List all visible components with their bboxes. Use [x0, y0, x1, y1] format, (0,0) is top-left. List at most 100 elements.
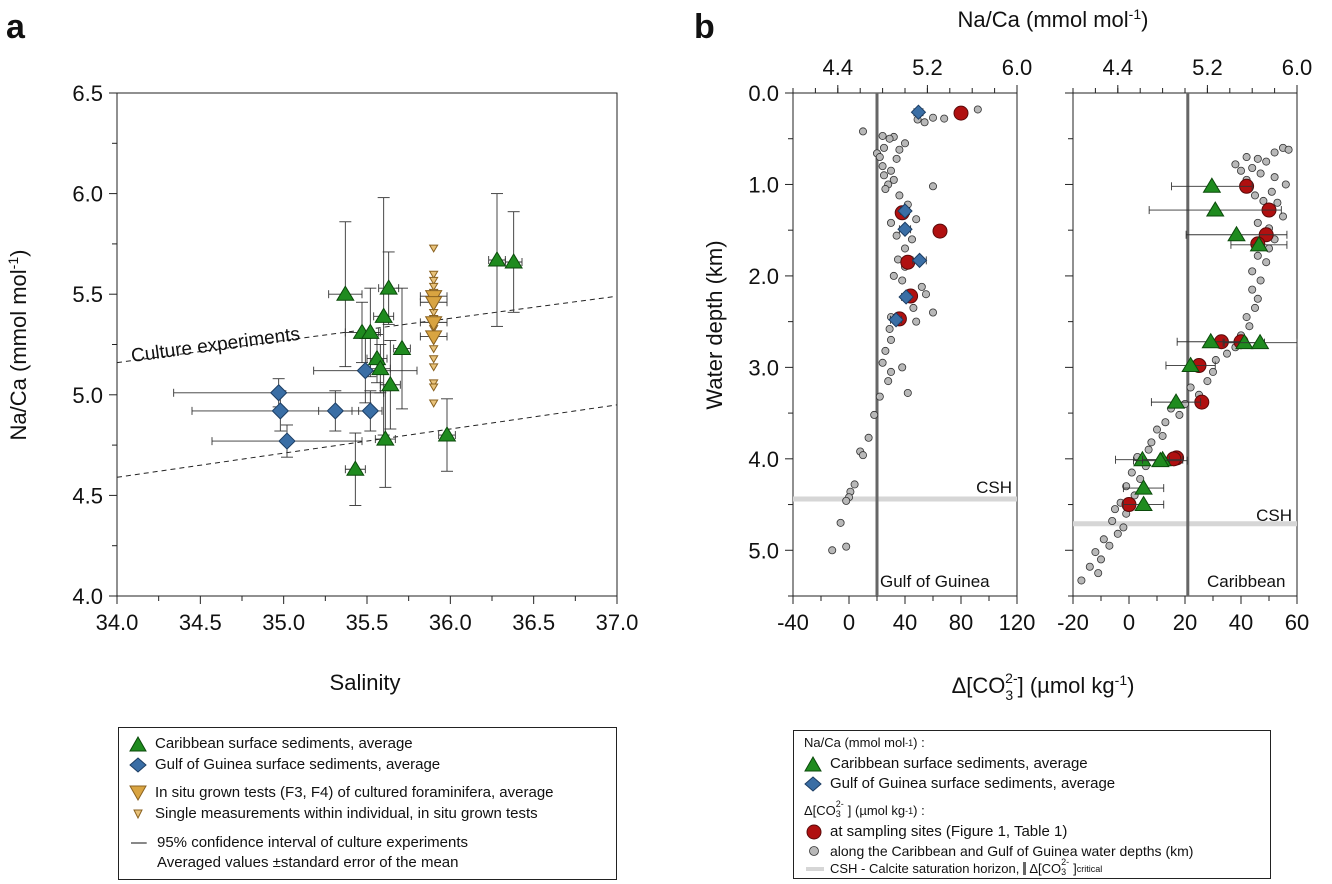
- co3-profile-point: [880, 143, 889, 152]
- y-tick-label: 5.5: [72, 282, 103, 307]
- y-tick-label: 3.0: [748, 355, 779, 380]
- co3-profile-point: [1259, 196, 1268, 205]
- insitu-point: [424, 316, 443, 332]
- co3-profile-point: [1175, 410, 1184, 419]
- guinea-naca-point: [898, 289, 914, 305]
- legend-b-csh: CSH - Calcite saturation horizon, Δ[CO 3 2…: [806, 857, 1102, 877]
- x-bottom-tick-label: 60: [1285, 610, 1309, 635]
- x-tick-label: 36.0: [429, 610, 472, 635]
- y-tick-label: 5.0: [72, 383, 103, 408]
- panel-b-top-label: Na/Ca (mmol mol-1): [958, 6, 1149, 32]
- co3-profile-point: [1237, 166, 1246, 175]
- legend-a-caribbean: Caribbean surface sediments, average: [129, 735, 413, 752]
- co3-profile-point: [887, 335, 896, 344]
- csh-label: CSH: [976, 478, 1012, 497]
- co3-profile-point: [1248, 267, 1257, 276]
- co3-site-point: [953, 105, 969, 121]
- guinea-naca-point: [897, 203, 913, 219]
- single-measurement-point: [428, 399, 439, 408]
- legend-a-sem: Averaged values ±standard error of the m…: [157, 854, 459, 871]
- guinea-point: [356, 361, 375, 380]
- co3-profile-point: [875, 153, 884, 162]
- critical-line-icon: [1023, 862, 1027, 875]
- dash-line-icon: ––: [131, 834, 147, 851]
- x-top-tick-label: 4.4: [1103, 55, 1134, 80]
- co3-profile-point: [889, 175, 898, 184]
- site-label: Caribbean: [1207, 572, 1285, 591]
- blue-diamond-icon: [804, 775, 822, 792]
- co3-profile-point: [898, 276, 907, 285]
- caribbean-naca-point: [1166, 393, 1186, 409]
- co3-profile-point: [842, 542, 851, 551]
- red-circle-icon: [806, 824, 822, 839]
- x-tick-label: 35.5: [346, 610, 389, 635]
- co3-profile-point: [1105, 541, 1114, 550]
- caribbean-point: [379, 279, 398, 295]
- caribbean-naca-point: [1235, 333, 1254, 350]
- co3-profile-point: [929, 308, 938, 317]
- co3-profile-point: [884, 377, 893, 386]
- guinea-point: [271, 402, 290, 420]
- legend-b-co3-heading: Δ[CO 3 2-] (µmol kg -1) :: [804, 798, 925, 819]
- y-tick-label: 1.0: [748, 172, 779, 197]
- co3-profile-point: [859, 451, 868, 460]
- co3-profile-point: [1267, 187, 1276, 196]
- x-top-tick-label: 5.2: [1192, 55, 1223, 80]
- co3-profile-point: [1281, 180, 1290, 189]
- x-tick-label: 35.0: [262, 610, 305, 635]
- co3-profile-point: [889, 271, 898, 280]
- co3-profile-point: [1099, 535, 1108, 544]
- co3-profile-point: [885, 324, 894, 333]
- single-measurement-point: [428, 363, 439, 372]
- co3-profile-point: [870, 410, 879, 419]
- insitu-point: [424, 296, 443, 312]
- legend-panel-b: Na/Ca (mmol mol -1) : Caribbean surface s…: [793, 730, 1271, 879]
- co3-profile-point: [850, 480, 859, 489]
- co3-profile-point: [1242, 153, 1251, 162]
- co3-profile-point: [1077, 576, 1086, 585]
- y-tick-label: 5.0: [748, 538, 779, 563]
- co3-profile-point: [912, 317, 921, 326]
- co3-profile-point: [1113, 529, 1122, 538]
- x-bottom-tick-label: 40: [1229, 610, 1253, 635]
- single-measurement-point: [428, 383, 439, 392]
- caribbean-point: [371, 359, 390, 376]
- guinea-naca-point: [897, 221, 913, 237]
- y-tick-label: 6.0: [72, 182, 103, 207]
- co3-profile-point: [1273, 198, 1282, 207]
- guinea-point: [269, 384, 288, 402]
- co3-profile-point: [1211, 356, 1220, 365]
- caribbean-point: [361, 323, 380, 339]
- caribbean-point: [437, 426, 457, 442]
- co3-profile-point: [878, 358, 887, 367]
- co3-profile-point: [878, 162, 887, 171]
- panel-a-label: a: [6, 8, 26, 46]
- caribbean-point: [376, 430, 395, 446]
- guinea-naca-point: [911, 252, 928, 269]
- orange-down-triangle-icon: [129, 785, 147, 801]
- co3-profile-point: [929, 113, 938, 122]
- co3-profile-point: [1251, 303, 1260, 312]
- co3-profile-point: [1209, 367, 1218, 376]
- y-tick-label: 4.5: [72, 483, 103, 508]
- caribbean-naca-point: [1134, 479, 1153, 495]
- co3-profile-point: [1161, 418, 1170, 427]
- co3-profile-point: [1108, 517, 1117, 526]
- y-tick-label: 4.0: [72, 584, 103, 609]
- x-tick-label: 36.5: [512, 610, 555, 635]
- co3-profile-point: [1262, 157, 1271, 166]
- blue-diamond-icon: [129, 756, 147, 773]
- panel-b-bottom-label: Δ[CO32-] (µmol kg-1): [952, 670, 1135, 703]
- insitu-point: [424, 330, 443, 346]
- caribbean-point: [367, 349, 387, 366]
- co3-profile-point: [1091, 548, 1100, 557]
- single-measurement-point: [428, 276, 439, 286]
- co3-profile-point: [887, 367, 896, 376]
- csh-label: CSH: [1256, 506, 1292, 525]
- panel-b-label: b: [694, 8, 715, 46]
- co3-profile-point: [1279, 212, 1288, 221]
- x-top-tick-label: 5.2: [912, 55, 943, 80]
- plot-frame: [792, 92, 1018, 597]
- caribbean-naca-point: [1181, 356, 1200, 373]
